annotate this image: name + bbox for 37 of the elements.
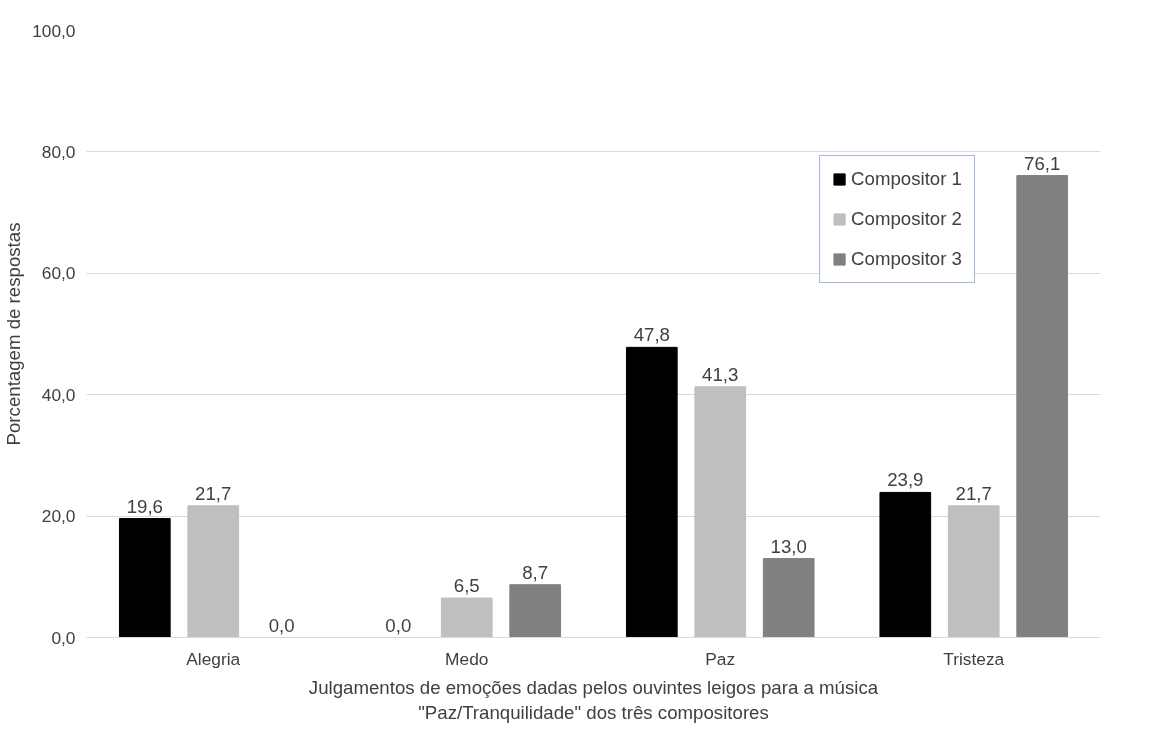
data-label: 0,0 <box>268 614 295 636</box>
y-tick-label: 80,0 <box>41 141 76 162</box>
bar <box>187 505 240 638</box>
bar <box>762 558 815 638</box>
bar <box>694 386 747 638</box>
legend-label: Compositor 1 <box>851 168 962 190</box>
bar <box>118 518 171 638</box>
bar <box>440 597 493 638</box>
data-label: 41,3 <box>702 363 739 385</box>
y-tick-label: 0,0 <box>51 627 76 648</box>
y-tick-label: 20,0 <box>41 506 76 527</box>
data-label: 23,9 <box>887 469 924 491</box>
x-axis-title: Julgamentos de emoções dadas pelos ouvintes leigos para a música "Paz/Tranquilidade" dos três compositores <box>308 676 879 723</box>
bar <box>947 505 1000 638</box>
data-label: 13,0 <box>770 535 807 557</box>
y-tick-label: 100,0 <box>32 20 76 41</box>
data-label: 0,0 <box>385 614 412 636</box>
y-tick-label: 60,0 <box>41 263 76 284</box>
data-label: 21,7 <box>955 482 992 504</box>
data-label: 21,7 <box>195 482 232 504</box>
x-tick-label: Alegria <box>186 648 241 669</box>
legend-label: Compositor 2 <box>851 208 962 230</box>
y-axis-title: Porcentagem de respostas <box>3 222 25 446</box>
data-label: 8,7 <box>522 561 549 583</box>
y-tick-label: 40,0 <box>41 384 76 405</box>
bar <box>625 346 678 638</box>
data-label: 6,5 <box>453 575 480 597</box>
legend-label: Compositor 3 <box>851 248 962 270</box>
x-tick-label: Medo <box>445 648 489 669</box>
data-label: 76,1 <box>1024 152 1061 174</box>
x-tick-label: Paz <box>705 648 736 669</box>
bar <box>879 491 932 638</box>
data-label: 47,8 <box>633 324 670 346</box>
data-label: 19,6 <box>126 495 163 517</box>
bar <box>509 584 562 638</box>
bar <box>1016 175 1069 638</box>
x-tick-label: Tristeza <box>943 648 1005 669</box>
